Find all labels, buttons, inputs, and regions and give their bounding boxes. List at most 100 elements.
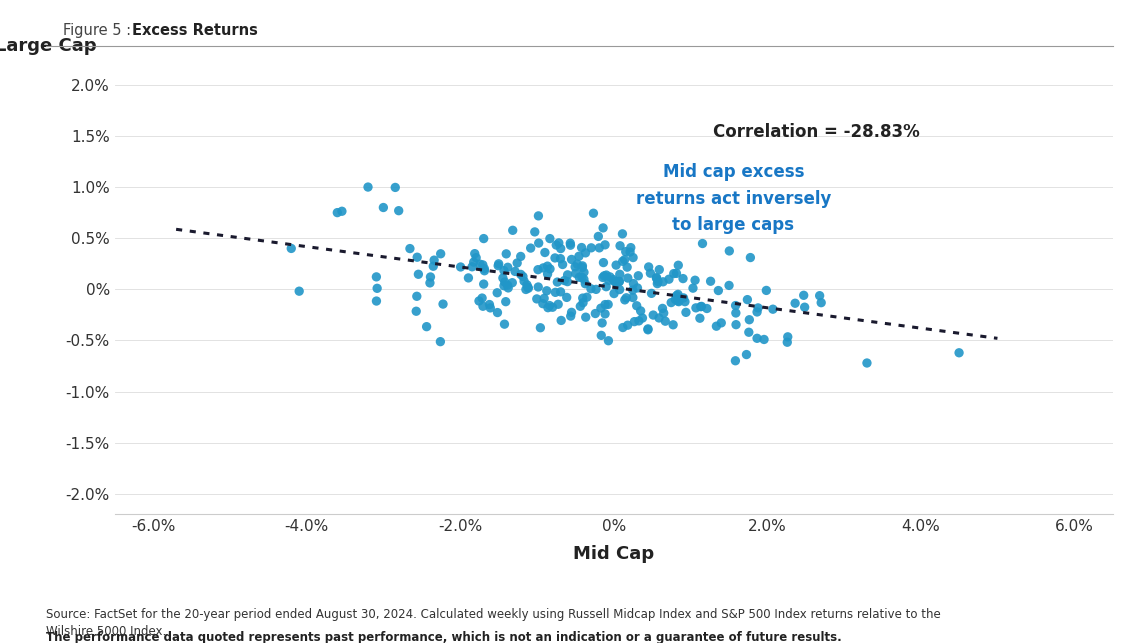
Point bbox=[687, 303, 705, 313]
Point bbox=[499, 280, 517, 291]
Point bbox=[726, 300, 744, 311]
Point bbox=[546, 253, 564, 263]
Point bbox=[598, 282, 616, 292]
Point bbox=[596, 309, 615, 319]
Point bbox=[778, 337, 796, 347]
Point bbox=[465, 257, 483, 267]
Point bbox=[489, 260, 507, 271]
Point bbox=[738, 349, 756, 359]
Point bbox=[624, 293, 642, 303]
Point bbox=[592, 303, 610, 313]
Point bbox=[741, 253, 759, 263]
Point bbox=[475, 266, 493, 276]
Point bbox=[481, 303, 499, 313]
Point bbox=[408, 252, 427, 262]
Text: Large Cap: Large Cap bbox=[0, 37, 96, 55]
Point bbox=[576, 278, 594, 289]
Point bbox=[571, 301, 590, 311]
Point bbox=[575, 274, 593, 284]
Point bbox=[407, 291, 426, 302]
Point bbox=[400, 244, 419, 254]
Point bbox=[582, 242, 600, 253]
Point bbox=[466, 248, 484, 258]
Point bbox=[434, 299, 452, 309]
Point bbox=[582, 284, 600, 294]
Point bbox=[552, 287, 570, 297]
Point bbox=[650, 264, 669, 275]
Point bbox=[529, 282, 547, 292]
Point bbox=[618, 262, 637, 272]
Point bbox=[633, 313, 651, 323]
Point bbox=[812, 298, 830, 308]
Text: Mid cap excess
returns act inversely
to large caps: Mid cap excess returns act inversely to … bbox=[635, 163, 832, 234]
Point bbox=[574, 298, 592, 308]
Point bbox=[674, 293, 693, 303]
Point bbox=[409, 269, 428, 280]
Point bbox=[487, 287, 506, 298]
Point bbox=[517, 280, 536, 290]
Point bbox=[727, 308, 746, 318]
Point bbox=[668, 268, 686, 278]
Point bbox=[426, 255, 444, 266]
Point bbox=[593, 318, 611, 328]
Point bbox=[594, 272, 612, 282]
Point bbox=[533, 298, 552, 309]
Point bbox=[600, 275, 618, 285]
Point bbox=[548, 277, 567, 287]
Point bbox=[594, 222, 612, 233]
Point bbox=[387, 182, 405, 192]
Point bbox=[552, 253, 570, 264]
Point bbox=[650, 312, 669, 323]
Point bbox=[493, 273, 512, 283]
Point bbox=[598, 270, 616, 280]
Point bbox=[328, 208, 346, 218]
Point bbox=[709, 285, 727, 296]
Point bbox=[574, 260, 592, 271]
Point bbox=[697, 303, 716, 314]
Point bbox=[559, 276, 577, 287]
Point bbox=[470, 259, 489, 269]
Point bbox=[617, 293, 635, 303]
Point bbox=[496, 277, 514, 287]
Point bbox=[720, 246, 739, 256]
Point bbox=[541, 264, 560, 274]
Point bbox=[512, 269, 530, 280]
Point bbox=[421, 272, 439, 282]
Point bbox=[616, 255, 634, 265]
Point bbox=[604, 289, 623, 299]
Point bbox=[640, 262, 658, 272]
Point bbox=[525, 227, 544, 237]
Point bbox=[529, 211, 547, 221]
Text: Excess Returns: Excess Returns bbox=[132, 23, 258, 37]
Point bbox=[764, 304, 782, 314]
Point bbox=[590, 231, 608, 242]
Point bbox=[555, 275, 574, 285]
Point bbox=[575, 267, 593, 277]
Point bbox=[424, 261, 443, 271]
Point bbox=[570, 272, 588, 282]
Point bbox=[574, 293, 592, 303]
Point bbox=[568, 259, 586, 269]
Point bbox=[739, 294, 757, 305]
Point bbox=[647, 273, 665, 284]
Point bbox=[720, 280, 739, 291]
Point bbox=[514, 271, 532, 282]
Point bbox=[624, 285, 642, 295]
Point bbox=[669, 260, 687, 271]
Point bbox=[649, 276, 668, 287]
Point bbox=[504, 278, 522, 288]
Point bbox=[499, 262, 517, 273]
Point bbox=[748, 333, 766, 343]
Point bbox=[517, 284, 536, 294]
Point bbox=[622, 242, 640, 253]
Point bbox=[421, 278, 439, 288]
X-axis label: Mid Cap: Mid Cap bbox=[574, 545, 654, 563]
Point bbox=[497, 249, 515, 259]
Point bbox=[540, 300, 559, 311]
Point bbox=[606, 276, 624, 287]
Point bbox=[496, 319, 514, 329]
Point bbox=[540, 233, 559, 244]
Point bbox=[610, 276, 629, 287]
Point bbox=[712, 318, 731, 328]
Point bbox=[614, 322, 632, 332]
